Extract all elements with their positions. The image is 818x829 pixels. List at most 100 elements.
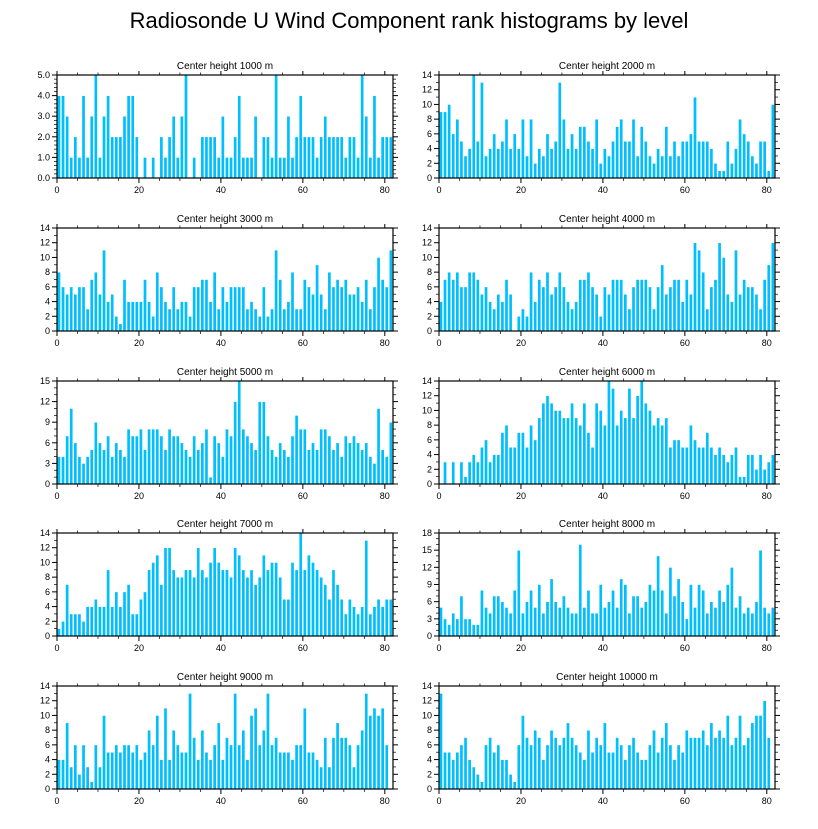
histogram-bar [167,428,172,485]
y-tick-label: 2 [427,158,432,168]
histogram-bar [138,428,143,485]
histogram-bar [233,401,238,485]
histogram-bar [684,140,689,179]
histogram-bar [541,155,546,179]
y-tick-label: 6 [427,435,432,445]
histogram-bar [762,468,767,485]
histogram-bar [126,584,131,637]
histogram-bar [282,157,287,179]
histogram-bar [245,435,250,485]
panel-title: Center height 5000 m [177,367,273,378]
histogram-bar [380,136,385,179]
histogram-bar [762,140,767,179]
histogram-bar [69,766,74,790]
histogram-bar [451,133,456,179]
histogram-panel-4: Center height 4000 m 0 20 40 60 80 0 2 4 6 8 10 12 14 [422,214,780,348]
histogram-bar [159,584,164,637]
histogram-bar [693,737,697,790]
histogram-bar [253,115,258,179]
histogram-bar [553,410,558,485]
histogram-bar [455,751,460,790]
y-tick-label: 2 [45,616,50,626]
histogram-bar [274,737,279,790]
histogram-bar [639,759,644,790]
histogram-bar [684,279,689,332]
histogram-bar [311,442,315,485]
x-tick-label: 0 [436,338,441,348]
histogram-bar [204,751,209,790]
histogram-bar [347,442,352,485]
histogram-bar [537,417,542,485]
histogram-bar [619,279,624,332]
histogram-bar [729,301,734,332]
histogram-bar [717,589,722,637]
histogram-bar [639,380,644,485]
histogram-bar [504,759,509,790]
histogram-bar [701,729,706,790]
histogram-bar [69,613,74,637]
histogram-bar [770,242,775,332]
histogram-bar [77,456,82,485]
histogram-bar [680,446,685,485]
histogram-bar [143,279,147,332]
y-tick-label: 4 [427,144,432,154]
y-tick-label: 14 [40,681,50,691]
histogram-bar [81,744,86,790]
histogram-bar [384,456,389,485]
histogram-bar [717,170,722,179]
histogram-bar [56,271,61,332]
histogram-bar [184,449,188,485]
y-tick-label: 6 [45,438,50,448]
histogram-bar [578,544,583,637]
histogram-bar [631,118,636,179]
histogram-bar [709,286,714,332]
histogram-bar [504,279,509,332]
histogram-bar [566,607,570,637]
histogram-bar [549,293,554,332]
histogram-bar [298,308,303,332]
histogram-bar [656,417,661,485]
histogram-bar [553,737,558,790]
histogram-bar [750,155,755,179]
histogram-panel-6: Center height 6000 m 0 20 40 60 80 0 2 4 6 8 10 12 14 [422,367,780,501]
histogram-bar [615,126,620,179]
histogram-bar [196,449,201,485]
histogram-bar [742,612,747,637]
histogram-bar [680,140,685,179]
histogram-bar [372,707,377,790]
histogram-bar [56,95,61,179]
histogram-bar [619,118,624,179]
histogram-bar [467,148,472,179]
histogram-panel-7: Center height 7000 m 0 20 40 60 80 0 2 4 6 8 10 12 14 [40,519,398,653]
histogram-bar [574,148,579,179]
histogram-bar [237,95,242,179]
histogram-bar [118,751,123,790]
histogram-bar [656,555,661,637]
histogram-bar [126,95,131,179]
histogram-bar [265,693,270,790]
y-tick-label: 14 [422,70,432,80]
histogram-bar [639,279,644,332]
histogram-bar [697,446,702,485]
histogram-bar [586,140,591,179]
histogram-bar [151,157,156,179]
histogram-bar [680,301,685,332]
histogram-bar [537,279,542,332]
histogram-bar [331,136,336,179]
histogram-bar [438,693,443,790]
histogram-bar [471,74,476,179]
histogram-bar [192,286,197,332]
histogram-bar [175,157,180,179]
histogram-bar [701,140,706,179]
histogram-bar [570,402,575,485]
histogram-bar [339,598,344,637]
histogram-bar [286,456,291,485]
histogram-bar [122,456,127,485]
histogram-bar [102,715,106,790]
histogram-bar [582,279,587,332]
histogram-bar [504,118,509,179]
histogram-bar [257,401,262,485]
histogram-bar [77,773,82,790]
histogram-bar [758,715,763,790]
x-tick-label: 0 [54,185,59,195]
